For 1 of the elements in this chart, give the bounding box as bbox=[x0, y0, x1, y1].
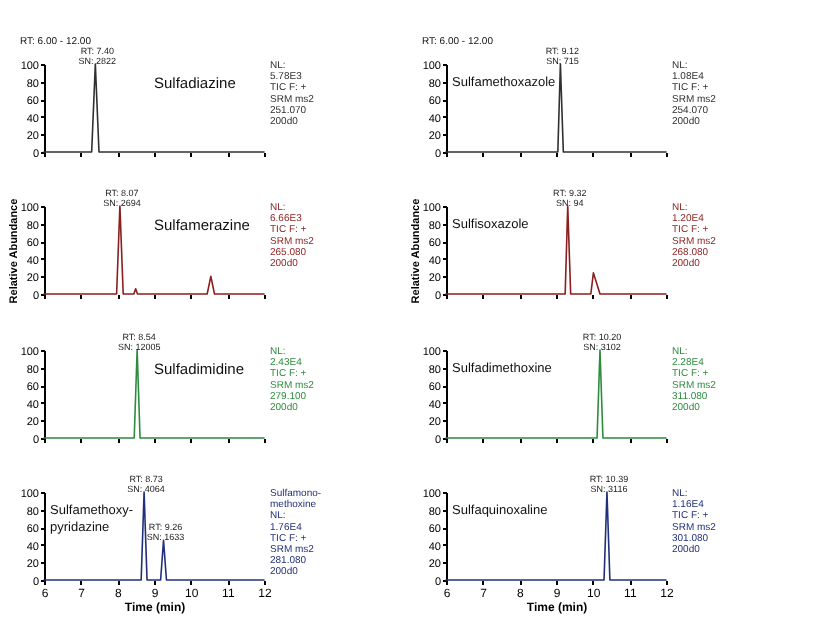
line-series bbox=[43, 205, 265, 295]
